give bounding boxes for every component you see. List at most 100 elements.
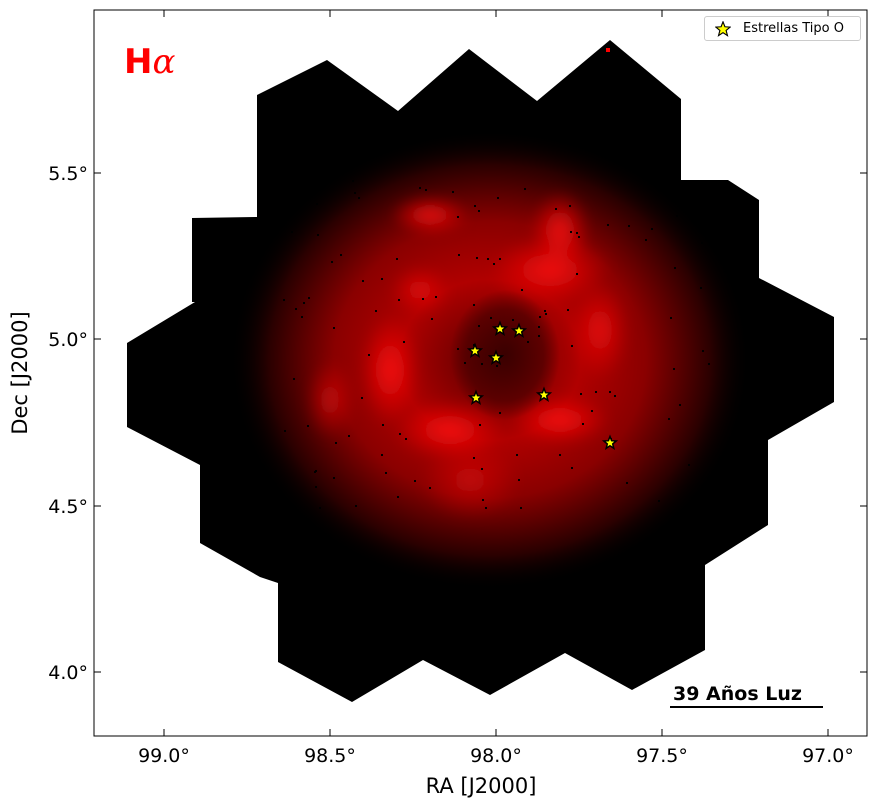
x-tick: 97.5° <box>636 10 688 767</box>
field-star-speck <box>527 341 529 343</box>
o-type-star-marker <box>601 434 619 450</box>
field-star-speck <box>362 280 364 282</box>
field-star-speck <box>658 500 660 502</box>
y-tick-label: 4.0° <box>48 662 88 684</box>
field-star-speck <box>481 363 483 365</box>
field-star-speck <box>397 496 399 498</box>
field-star-speck <box>578 236 580 238</box>
field-star-speck <box>485 507 487 509</box>
field-star-speck <box>496 365 498 367</box>
o-type-star-marker <box>467 389 485 405</box>
field-star-speck <box>673 368 675 370</box>
y-tick: 4.0° <box>48 662 867 684</box>
field-star-speck <box>693 500 695 502</box>
field-star-speck <box>478 210 480 212</box>
field-star-speck <box>473 344 475 346</box>
field-star-speck <box>457 348 459 350</box>
field-star-speck <box>307 425 309 427</box>
x-tick-label: 98.0° <box>470 745 522 767</box>
y-tick-label: 5.0° <box>48 329 88 351</box>
field-star-speck <box>458 254 460 256</box>
field-star-speck <box>303 302 305 304</box>
field-star-speck <box>668 418 670 420</box>
field-star-speck <box>422 298 424 300</box>
field-star-speck <box>674 267 676 269</box>
field-star-speck <box>688 464 690 466</box>
field-star-speck <box>708 363 710 365</box>
field-star-speck <box>569 205 571 207</box>
field-star-speck <box>399 433 401 435</box>
x-tick: 97.0° <box>802 10 854 767</box>
field-star-speck <box>614 395 616 397</box>
field-star-speck <box>403 341 405 343</box>
field-star-speck <box>481 468 483 470</box>
field-star-speck <box>545 313 547 315</box>
y-tick: 5.5° <box>48 163 867 185</box>
field-star-speck <box>582 423 584 425</box>
field-star-speck <box>490 317 492 319</box>
field-star-speck <box>425 189 427 191</box>
field-star-speck <box>405 438 407 440</box>
field-star-speck <box>308 297 310 299</box>
x-tick-label: 99.0° <box>138 745 190 767</box>
o-type-star-marker <box>535 386 553 402</box>
axes-frame <box>93 9 868 737</box>
field-star-speck <box>576 232 578 234</box>
x-tick-label: 97.5° <box>636 745 688 767</box>
field-star-speck <box>524 188 526 190</box>
field-star-speck <box>628 225 630 227</box>
field-star-speck <box>361 397 363 399</box>
field-star-speck <box>315 486 317 488</box>
o-type-star-marker <box>487 349 505 365</box>
field-star-speck <box>571 467 573 469</box>
field-star-speck <box>457 216 459 218</box>
field-star-speck <box>293 378 295 380</box>
x-tick: 98.5° <box>304 10 356 767</box>
field-star-speck <box>301 316 303 318</box>
field-star-speck <box>375 310 377 312</box>
x-tick: 98.0° <box>470 10 522 767</box>
field-star-speck <box>381 454 383 456</box>
field-star-speck <box>567 309 569 311</box>
field-star-speck <box>284 430 286 432</box>
field-star-speck <box>476 257 478 259</box>
field-star-speck <box>626 482 628 484</box>
field-star-speck <box>544 310 546 312</box>
field-star-speck <box>316 187 318 189</box>
field-star-speck <box>595 391 597 393</box>
y-axis-label: Dec [J2000] <box>8 311 32 434</box>
y-tick-label: 4.5° <box>48 496 88 518</box>
field-star-speck <box>539 316 541 318</box>
chart-title: Hα <box>124 42 175 82</box>
y-axis: 5.5° 5.0° 4.5° 4.0° Dec [J2000] <box>8 163 867 684</box>
title-greek-alpha: α <box>152 42 176 82</box>
o-type-star-marker <box>510 322 528 338</box>
field-star-speck <box>576 273 578 275</box>
field-star-speck <box>333 477 335 479</box>
field-star-speck <box>499 412 501 414</box>
field-star-speck <box>429 487 431 489</box>
halpha-mosaic-image <box>127 40 834 702</box>
legend: Estrellas Tipo O <box>704 16 861 41</box>
field-star-speck <box>512 319 514 321</box>
field-star-speck <box>570 231 572 233</box>
field-star-speck <box>571 345 573 347</box>
o-type-stars <box>466 320 619 450</box>
red-pixel-artifact <box>606 48 610 52</box>
field-star-speck <box>385 472 387 474</box>
nebula-emission <box>230 130 750 590</box>
field-star-speck <box>670 317 672 319</box>
field-star-speck <box>464 362 466 364</box>
field-star-speck <box>431 318 433 320</box>
title-letter: H <box>124 42 153 82</box>
field-star-speck <box>317 234 319 236</box>
field-star-speck <box>538 335 540 337</box>
field-star-speck <box>591 410 593 412</box>
field-star-speck <box>382 424 384 426</box>
field-star-speck <box>414 480 416 482</box>
x-axis: 99.0° 98.5° 98.0° 97.5° 97.0° RA [J2000] <box>138 10 854 798</box>
field-star-speck <box>516 454 518 456</box>
o-type-star-marker <box>491 320 509 336</box>
field-star-speck <box>452 191 454 193</box>
